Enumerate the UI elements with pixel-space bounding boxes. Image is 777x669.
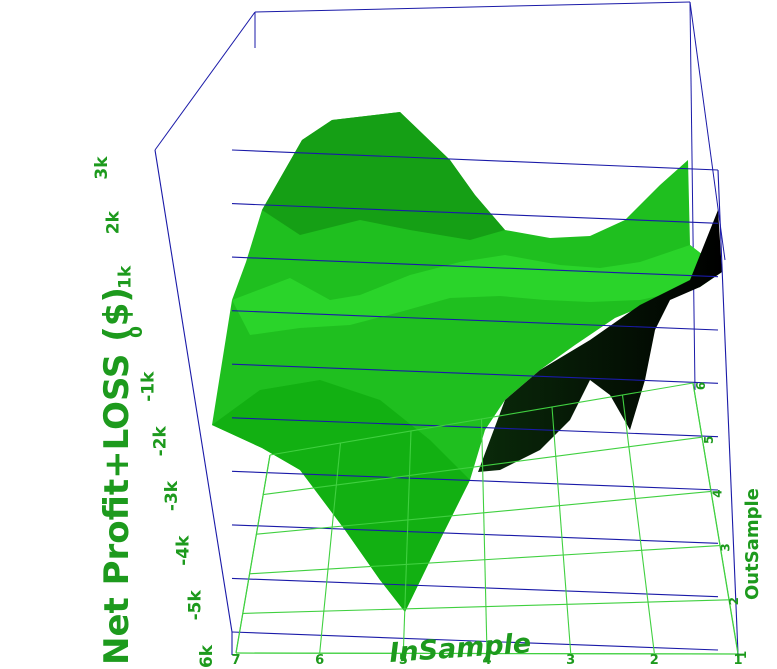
x-tick-labels: 7 6 5 4 3 2 1 [231,653,742,668]
surface-upper-hump [262,112,505,240]
floor-gridline-x [319,442,342,654]
z-tick-labels: -6k -5k -4k -3k -2k -1k 0 1k 2k 3k [92,156,217,669]
floor-gridline-y [256,490,712,535]
floor-gridline-y [249,545,721,575]
z-gridline [231,203,719,224]
y-tick-label: 3 [719,543,733,551]
x-axis-title: InSample [388,628,532,669]
z-tick-label: -6k [197,644,217,669]
x-tick-label: 2 [650,653,659,668]
z-gridline [231,631,719,651]
floor-gridline-x [402,430,412,654]
z-tick-label: -5k [185,590,205,621]
x-tick-label: 3 [566,653,575,668]
z-tick-label: -3k [162,480,182,511]
y-tick-label: 6 [694,382,708,390]
wall-edge-left [154,149,233,633]
z-gridline [231,577,719,598]
x-tick-label: 6 [315,653,324,668]
z-gridline [231,256,719,278]
y-axis-title: OutSample [742,488,763,600]
floor-gridline-x [621,394,655,654]
floor-gridline-x [551,406,572,654]
z-gridline [231,363,719,384]
wall-edge-right [717,169,739,655]
floor-gridline-y [263,436,703,496]
surface-lower-lobe [212,380,470,612]
y-tick-label: 4 [710,489,724,497]
y-tick-label: 1 [735,651,749,659]
floor-gridline-x [692,382,739,654]
y-tick-labels: 1 2 3 4 5 6 [694,382,749,659]
x-tick-label: 7 [231,653,240,668]
surface [212,112,722,612]
floor-gridline-x [480,418,488,654]
x-tick-label: 4 [482,653,491,668]
z-gridline [231,310,719,331]
z-gridline [231,149,719,171]
y-tick-label: 2 [727,597,741,605]
z-tick-label: 1k [115,265,135,289]
floor-gridline-y [242,599,730,614]
z-gridline [231,417,719,438]
z-gridline [231,524,719,544]
x-tick-label: 5 [399,653,408,668]
floor-gridline-y [269,382,694,456]
x-tick-label: 1 [733,653,742,668]
z-tick-label: 0 [127,326,147,338]
back-wall-grid [154,1,726,391]
surface-ridge [232,245,712,335]
z-gridline [231,470,719,491]
z-tick-label: -1k [139,371,159,402]
floor-gridline-y [235,652,739,655]
surface-right-slope [478,210,722,472]
z-tick-label: 2k [104,210,124,234]
y-tick-label: 5 [702,436,716,444]
z-axis-title: Net Profit+LOSS ($) [97,287,137,665]
z-tick-label: -2k [150,426,170,457]
floor-gridline-x [235,454,271,654]
z-tick-label: -4k [174,535,194,566]
z-tick-label: 3k [92,156,112,180]
